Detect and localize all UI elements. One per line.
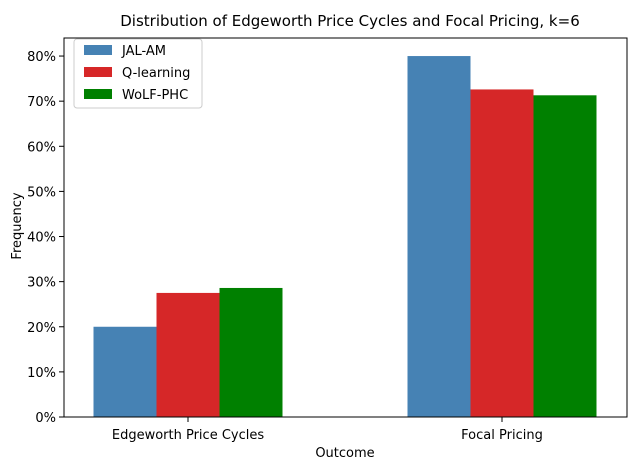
y-tick-label: 40%: [27, 231, 56, 246]
y-tick-label: 30%: [27, 276, 56, 291]
x-axis: Edgeworth Price Cycles Focal Pricing: [112, 417, 543, 443]
y-axis: 0% 10% 20% 30% 40% 50% 60% 70% 80%: [27, 50, 64, 426]
y-tick-label: 10%: [27, 366, 56, 381]
legend-label: JAL-AM: [121, 44, 166, 59]
bar-q-learning-1: [470, 89, 534, 417]
y-tick-label: 20%: [27, 321, 56, 336]
legend: JAL-AM Q-learning WoLF-PHC: [73, 38, 203, 109]
y-tick-label: 50%: [27, 185, 56, 200]
y-tick-label: 60%: [27, 140, 56, 155]
legend-swatch: [84, 45, 112, 55]
chart-title: Distribution of Edgeworth Price Cycles a…: [120, 12, 580, 30]
bar-wolf-phc-1: [533, 95, 597, 418]
y-tick-label: 70%: [27, 95, 56, 110]
x-tick-label: Edgeworth Price Cycles: [112, 428, 264, 443]
x-tick-label: Focal Pricing: [461, 428, 543, 443]
bar-wolf-phc-0: [219, 287, 283, 417]
bar-q-learning-0: [156, 292, 220, 417]
y-tick-label: 80%: [27, 50, 56, 65]
bar-jal-am-0: [93, 326, 157, 417]
y-tick-label: 0%: [35, 411, 56, 426]
bar-jal-am-1: [407, 56, 471, 418]
legend-label: Q-learning: [122, 66, 190, 81]
legend-swatch: [84, 89, 112, 99]
legend-swatch: [84, 67, 112, 77]
axes-frame: [63, 37, 628, 418]
y-axis-title: Frequency: [10, 192, 25, 259]
x-axis-title: Outcome: [315, 446, 374, 461]
legend-label: WoLF-PHC: [122, 88, 188, 103]
plot-area: [63, 37, 628, 418]
